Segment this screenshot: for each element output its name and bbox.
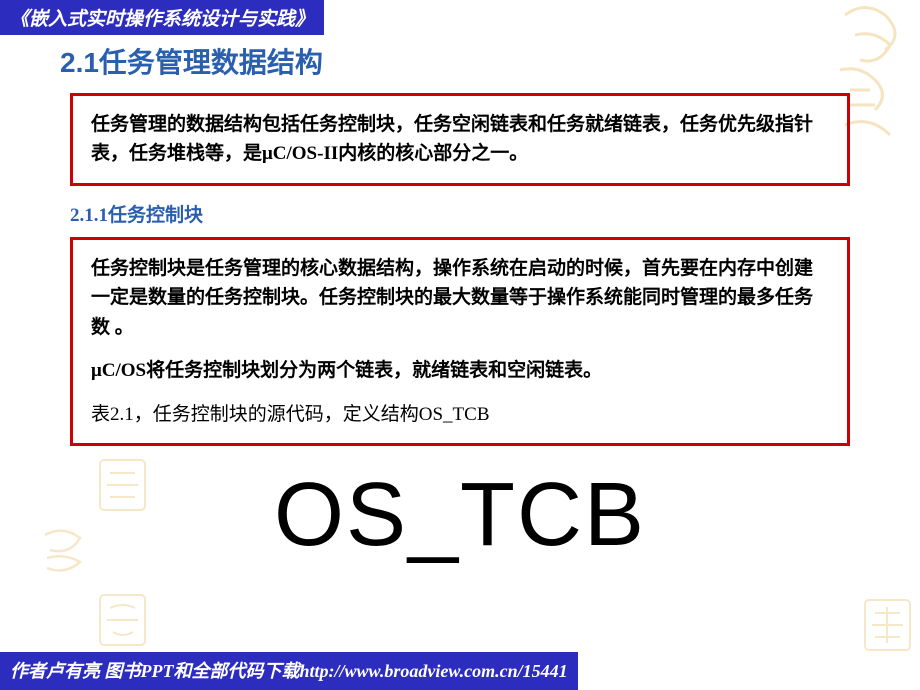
subsection-title: 2.1.1任务控制块 [70,200,920,227]
footer-banner: 作者卢有亮 图书PPT和全部代码下载http://www.broadview.c… [0,652,578,690]
seal-decoration-left-3 [95,590,150,650]
section-title: 2.1任务管理数据结构 [60,41,920,81]
header-banner: 《嵌入式实时操作系统设计与实践》 [0,0,324,35]
body-paragraph-1: 任务控制块是任务管理的核心数据结构，操作系统在启动的时候，首先要在内存中创建一定… [91,254,829,342]
body-paragraph-3: 表2.1，任务控制块的源代码，定义结构OS_TCB [91,400,829,429]
intro-box: 任务管理的数据结构包括任务控制块，任务空闲链表和任务就绪链表，任务优先级指针表，… [70,93,850,186]
seal-decoration-right-bottom [860,595,915,655]
footer-text: 作者卢有亮 图书PPT和全部代码下载http://www.broadview.c… [10,661,568,681]
header-title: 《嵌入式实时操作系统设计与实践》 [10,9,314,30]
body-paragraph-2: μC/OS将任务控制块划分为两个链表，就绪链表和空闲链表。 [91,356,829,385]
big-label: OS_TCB [0,464,920,567]
intro-text: 任务管理的数据结构包括任务控制块，任务空闲链表和任务就绪链表，任务优先级指针表，… [91,110,829,169]
body-box: 任务控制块是任务管理的核心数据结构，操作系统在启动的时候，首先要在内存中创建一定… [70,237,850,446]
